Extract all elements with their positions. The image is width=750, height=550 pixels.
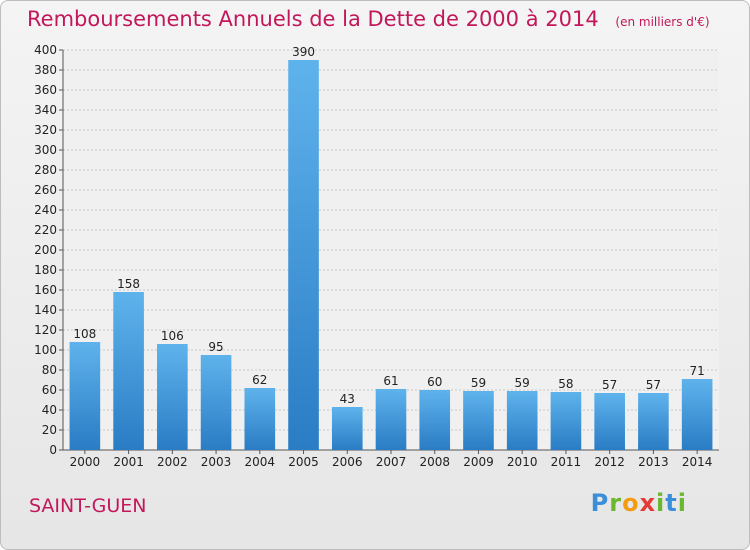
bar bbox=[506, 391, 538, 450]
data-label: 43 bbox=[340, 392, 355, 406]
chart-subtitle: (en milliers d'€) bbox=[615, 15, 710, 29]
y-tick-label: 260 bbox=[34, 183, 57, 197]
y-tick-label: 120 bbox=[34, 323, 57, 337]
data-label: 71 bbox=[689, 364, 704, 378]
y-tick-label: 20 bbox=[42, 423, 57, 437]
data-label: 62 bbox=[252, 373, 267, 387]
y-tick-label: 0 bbox=[49, 443, 57, 457]
data-label: 95 bbox=[208, 340, 223, 354]
y-tick-label: 100 bbox=[34, 343, 57, 357]
x-tick-label: 2000 bbox=[70, 455, 101, 469]
x-tick-label: 2002 bbox=[157, 455, 188, 469]
y-tick-label: 80 bbox=[42, 363, 57, 377]
bar bbox=[244, 388, 276, 450]
bar bbox=[681, 379, 713, 450]
y-tick-label: 340 bbox=[34, 103, 57, 117]
data-label: 61 bbox=[383, 374, 398, 388]
data-label: 57 bbox=[646, 378, 661, 392]
x-tick-label: 2011 bbox=[551, 455, 582, 469]
x-tick-label: 2001 bbox=[113, 455, 144, 469]
x-tick-label: 2006 bbox=[332, 455, 363, 469]
y-tick-label: 180 bbox=[34, 263, 57, 277]
chart-title: Remboursements Annuels de la Dette de 20… bbox=[27, 7, 710, 31]
y-tick-label: 280 bbox=[34, 163, 57, 177]
chart-title-text: Remboursements Annuels de la Dette de 20… bbox=[27, 7, 599, 31]
y-tick-label: 200 bbox=[34, 243, 57, 257]
data-label: 59 bbox=[471, 376, 486, 390]
bar bbox=[69, 342, 101, 450]
bar bbox=[550, 392, 582, 450]
y-tick-label: 220 bbox=[34, 223, 57, 237]
bar bbox=[375, 389, 407, 450]
y-tick-label: 400 bbox=[34, 43, 57, 57]
x-tick-label: 2004 bbox=[245, 455, 276, 469]
y-tick-label: 360 bbox=[34, 83, 57, 97]
data-label: 60 bbox=[427, 375, 442, 389]
x-tick-label: 2012 bbox=[594, 455, 625, 469]
bar bbox=[157, 344, 188, 450]
x-tick-label: 2014 bbox=[682, 455, 713, 469]
data-label: 390 bbox=[292, 45, 315, 59]
x-tick-label: 2010 bbox=[507, 455, 538, 469]
x-tick-label: 2005 bbox=[288, 455, 319, 469]
data-label: 59 bbox=[515, 376, 530, 390]
bar bbox=[288, 60, 319, 450]
y-tick-label: 300 bbox=[34, 143, 57, 157]
town-name: SAINT-GUEN bbox=[29, 495, 147, 517]
proxiti-logo: Proxiti bbox=[590, 489, 687, 517]
bar bbox=[419, 390, 451, 450]
data-label: 108 bbox=[73, 327, 96, 341]
y-tick-label: 140 bbox=[34, 303, 57, 317]
x-tick-label: 2013 bbox=[638, 455, 669, 469]
y-tick-label: 160 bbox=[34, 283, 57, 297]
x-tick-label: 2003 bbox=[201, 455, 232, 469]
x-tick-label: 2007 bbox=[376, 455, 407, 469]
data-label: 158 bbox=[117, 277, 140, 291]
y-tick-label: 380 bbox=[34, 63, 57, 77]
bar bbox=[594, 393, 625, 450]
data-label: 58 bbox=[558, 377, 573, 391]
data-label: 106 bbox=[161, 329, 184, 343]
bar bbox=[113, 292, 144, 450]
bar bbox=[638, 393, 669, 450]
y-tick-label: 320 bbox=[34, 123, 57, 137]
data-label: 57 bbox=[602, 378, 617, 392]
y-tick-label: 240 bbox=[34, 203, 57, 217]
x-tick-label: 2009 bbox=[463, 455, 494, 469]
bar bbox=[463, 391, 494, 450]
y-tick-label: 60 bbox=[42, 383, 57, 397]
bar bbox=[200, 355, 232, 450]
bar bbox=[331, 407, 363, 450]
y-tick-label: 40 bbox=[42, 403, 57, 417]
x-tick-label: 2008 bbox=[419, 455, 450, 469]
